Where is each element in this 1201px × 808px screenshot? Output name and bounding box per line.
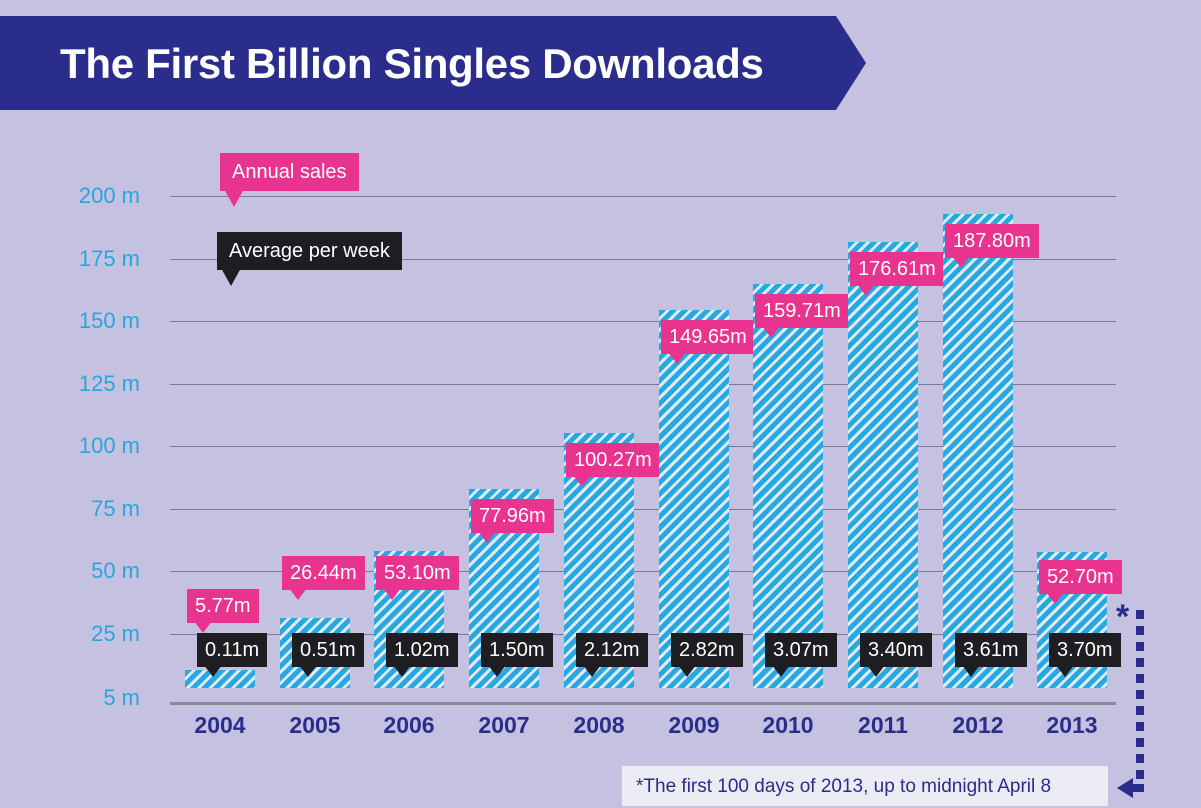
y-tick-label: 100 m [78, 433, 140, 459]
x-tick-label-2011: 2011 [858, 712, 908, 738]
annual-sales-label-2013: 52.70m [1039, 560, 1122, 604]
weekly-average-label-2009: 2.82m [671, 633, 743, 677]
footnote-text: *The first 100 days of 2013, up to midni… [636, 776, 1052, 797]
weekly-average-label-2004: 0.11m [197, 633, 268, 677]
title-banner [0, 16, 866, 110]
annual-sales-label-2004: 5.77m [187, 589, 259, 633]
chart-title: The First Billion Singles Downloads [60, 40, 764, 87]
grid-line [170, 571, 1116, 572]
bar-2011 [848, 242, 918, 688]
annual-sales-label-2012: 187.80m [945, 224, 1039, 268]
annual-sales-label-2010: 159.71m [755, 294, 849, 338]
footnote-asterisk: * [1116, 598, 1130, 636]
annual-sales-label-2009: 149.65m [661, 320, 755, 364]
y-tick-label: 150 m [78, 308, 140, 334]
legend-average-per-week: Average per week [217, 232, 402, 286]
y-tick-label: 75 m [91, 495, 140, 521]
weekly-average-label-2008: 2.12m [576, 633, 648, 677]
x-tick-label-2008: 2008 [573, 712, 625, 738]
y-tick-label: 5 m [103, 685, 140, 710]
grid-line [170, 509, 1116, 510]
grid-line [170, 259, 1116, 260]
weekly-average-label-2005: 0.51m [292, 633, 364, 677]
x-tick-label-2013: 2013 [1046, 712, 1098, 738]
y-tick-label: 200 m [78, 183, 140, 208]
footnote-arrow-stem [1131, 784, 1144, 792]
annual-sales-label-2007: 77.96m [471, 499, 554, 543]
weekly-average-label-2011: 3.40m [860, 633, 932, 677]
weekly-average-label-2012: 3.61m [955, 633, 1027, 677]
x-tick-label-2010: 2010 [762, 712, 814, 738]
y-tick-label: 125 m [78, 370, 140, 396]
x-tick-label-2006: 2006 [383, 712, 435, 738]
x-tick-label-2012: 2012 [952, 712, 1004, 738]
footnote-box [622, 766, 1108, 806]
annual-sales-label-2006: 53.10m [376, 556, 459, 600]
annual-sales-label-2011: 176.61m [850, 252, 944, 296]
x-tick-label-2004: 2004 [194, 712, 246, 738]
bar-2009 [659, 310, 729, 688]
grid-line [170, 321, 1116, 322]
y-tick-label: 50 m [91, 558, 140, 584]
annual-sales-label-2005: 26.44m [282, 556, 365, 600]
legend-annual-sales: Annual sales [220, 153, 359, 207]
arrow-left-icon [1117, 778, 1133, 798]
footnote-connector-line [1136, 610, 1144, 784]
grid-line [170, 384, 1116, 385]
weekly-average-label-2010: 3.07m [765, 633, 837, 677]
x-tick-label-2007: 2007 [478, 712, 530, 738]
bar-2004 [185, 670, 255, 688]
bar-2010 [753, 284, 823, 688]
x-axis-line [170, 702, 1116, 705]
y-tick-label: 175 m [78, 245, 140, 271]
x-tick-label-2005: 2005 [289, 712, 341, 738]
y-tick-label: 25 m [91, 621, 140, 646]
x-tick-label-2009: 2009 [668, 712, 720, 738]
weekly-average-label-2013: 3.70m [1049, 633, 1121, 677]
grid-line [170, 196, 1116, 197]
bar-2012 [943, 214, 1013, 688]
weekly-average-label-2006: 1.02m [386, 633, 458, 677]
weekly-average-label-2007: 1.50m [481, 633, 553, 677]
annual-sales-label-2008: 100.27m [566, 443, 660, 487]
